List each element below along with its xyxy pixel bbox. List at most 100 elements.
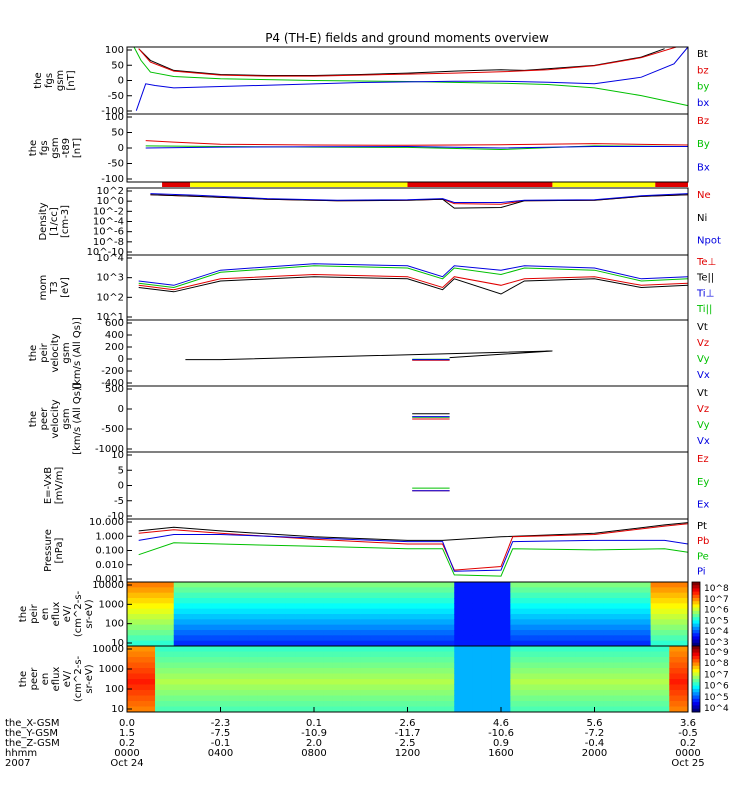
- spectrogram-cell: [267, 630, 278, 636]
- mode-bar-segment: [407, 182, 553, 187]
- spectrogram-cell: [239, 619, 250, 626]
- spectrogram-cell: [229, 673, 240, 680]
- panel-frame: [126, 385, 689, 453]
- spectrogram-cell: [547, 635, 558, 642]
- colorbar-cell: [692, 604, 700, 609]
- spectrogram-cell: [351, 701, 362, 707]
- spectrogram-cell: [183, 603, 193, 610]
- spectrogram-cell: [164, 630, 175, 636]
- spectrogram-cell: [594, 587, 605, 594]
- spectrogram-cell: [444, 679, 455, 685]
- spectrogram-cell: [323, 630, 334, 636]
- spectrogram-cell: [613, 646, 624, 652]
- spectrogram-cell: [229, 608, 240, 615]
- spectrogram-cell: [220, 706, 231, 713]
- y-axis-label: gsm: [61, 408, 72, 429]
- spectrogram-cell: [257, 640, 268, 647]
- y-axis-label: eV/: [62, 670, 73, 687]
- spectrogram-cell: [398, 640, 408, 647]
- spectrogram-cell: [173, 690, 184, 696]
- spectrogram-cell: [557, 684, 567, 691]
- spectrogram-cell: [622, 635, 633, 642]
- spectrogram-cell: [220, 608, 231, 615]
- spectrogram-cell: [501, 608, 511, 615]
- spectrogram-cell: [155, 662, 165, 669]
- legend-entry: Bz: [697, 116, 709, 127]
- spectrogram-cell: [631, 690, 642, 696]
- spectrogram-cell: [323, 651, 334, 658]
- colorbar-cell: [692, 669, 700, 673]
- y-tick-label: 10^-4: [93, 217, 124, 228]
- spectrogram-cell: [304, 673, 315, 680]
- spectrogram-cell: [650, 706, 661, 713]
- spectrogram-cell: [594, 684, 605, 691]
- spectrogram-cell: [304, 690, 315, 696]
- y-tick-label: 10^1: [97, 312, 124, 323]
- spectrogram-cell: [650, 608, 661, 615]
- spectrogram-cell: [183, 608, 193, 615]
- spectrogram-cell: [585, 701, 595, 707]
- spectrogram-cell: [529, 690, 539, 696]
- series-line-pi: [138, 534, 689, 572]
- spectrogram-cell: [351, 582, 362, 588]
- spectrogram-cell: [472, 614, 483, 620]
- spectrogram-cell: [566, 624, 577, 631]
- spectrogram-cell: [332, 587, 343, 594]
- spectrogram-cell: [650, 695, 661, 702]
- legend-entry: Vz: [697, 404, 709, 415]
- y-tick-label: 500: [105, 384, 124, 395]
- spectrogram-cell: [641, 673, 652, 680]
- spectrogram-cell: [631, 619, 642, 626]
- spectrogram-cell: [641, 608, 652, 615]
- spectrogram-cell: [557, 608, 567, 615]
- colorbar-cell: [692, 617, 700, 621]
- spectrogram-cell: [136, 695, 147, 702]
- spectrogram-cell: [164, 635, 175, 642]
- y-tick-label: 1000: [99, 664, 124, 675]
- spectrogram-cell: [538, 701, 549, 707]
- spectrogram-cell: [547, 690, 558, 696]
- spectrogram-cell: [416, 635, 427, 642]
- spectrogram-cell: [472, 706, 483, 713]
- spectrogram-cell: [519, 587, 530, 594]
- spectrogram-cell: [407, 701, 418, 707]
- spectrogram-cell: [472, 701, 483, 707]
- spectrogram-cell: [482, 701, 493, 707]
- spectrogram-cell: [379, 624, 390, 631]
- y-axis-label: [nT]: [72, 138, 83, 158]
- spectrogram-cell: [538, 684, 549, 691]
- spectrogram-cell: [435, 587, 446, 594]
- spectrogram-cell: [444, 624, 455, 631]
- spectrogram-cell: [594, 582, 605, 588]
- spectrogram-cell: [669, 679, 680, 685]
- spectrogram-cell: [285, 603, 296, 610]
- spectrogram-cell: [248, 603, 259, 610]
- spectrogram-cell: [155, 673, 165, 680]
- spectrogram-cell: [192, 679, 203, 685]
- spectrogram-cell: [164, 679, 175, 685]
- spectrogram-cell: [650, 684, 661, 691]
- spectrogram-cell: [426, 630, 437, 636]
- spectrogram-cell: [239, 646, 250, 652]
- spectrogram-cell: [342, 619, 352, 626]
- spectrogram-cell: [594, 695, 605, 702]
- spectrogram-cell: [127, 624, 137, 631]
- spectrogram-cell: [388, 640, 399, 647]
- spectrogram-cell: [594, 624, 605, 631]
- colorbar-cell: [692, 614, 700, 618]
- colorbar-cell: [692, 598, 700, 602]
- spectrogram-cell: [416, 668, 427, 674]
- spectrogram-cell: [388, 635, 399, 642]
- spectrogram-cell: [332, 668, 343, 674]
- spectrogram-cell: [192, 668, 203, 674]
- y-tick-label: 10.000: [89, 517, 124, 528]
- spectrogram-cell: [407, 598, 418, 604]
- spectrogram-cell: [183, 657, 193, 663]
- spectrogram-cell: [510, 673, 521, 680]
- spectrogram-cell: [631, 679, 642, 685]
- spectrogram-cell: [388, 690, 399, 696]
- spectrogram-cell: [678, 587, 689, 594]
- y-axis-label: velocity: [50, 333, 61, 372]
- spectrogram-cell: [239, 603, 250, 610]
- y-axis-label: gsm: [61, 342, 72, 363]
